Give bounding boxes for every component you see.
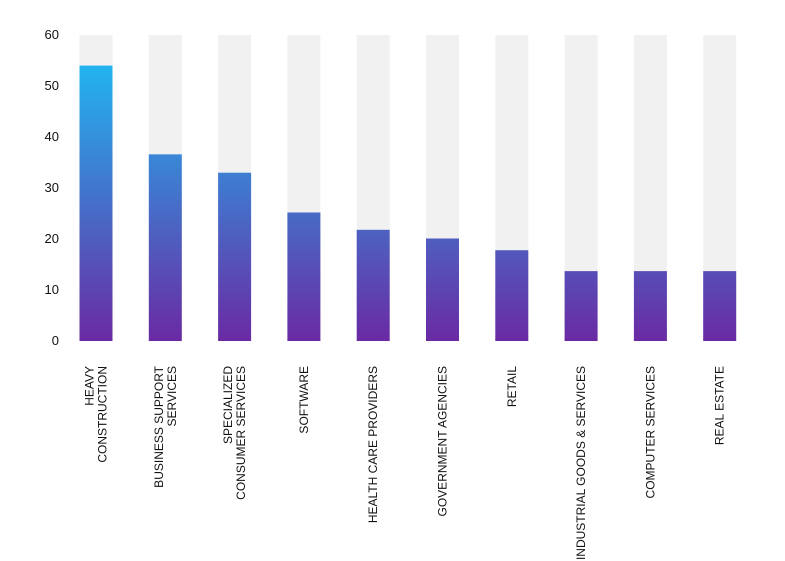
- y-tick-label: 40: [45, 129, 59, 144]
- x-category-label-line: SERVICES: [165, 366, 179, 426]
- y-tick-label: 0: [52, 333, 59, 348]
- x-category-label-line: SOFTWARE: [297, 366, 311, 434]
- bar: [79, 65, 113, 341]
- bar: [495, 250, 529, 341]
- x-category-label-line: HEAVY: [83, 366, 97, 406]
- y-tick-label: 30: [45, 180, 59, 195]
- x-category-label-line: CONSUMER SERVICES: [234, 366, 248, 500]
- x-category-label-line: SPECIALIZED: [221, 366, 235, 444]
- bar: [356, 229, 390, 341]
- x-category-label: INDUSTRIAL GOODS & SERVICES: [574, 366, 588, 560]
- x-category-label-line: REAL ESTATE: [713, 366, 727, 445]
- x-category-label: HEAVY CONSTRUCTION: [83, 366, 110, 463]
- x-category-label: GOVERNMENT AGENCIES: [436, 366, 450, 516]
- x-category-label-line: CONSTRUCTION: [96, 366, 110, 463]
- x-category-label: COMPUTER SERVICES: [643, 366, 657, 498]
- bar: [564, 271, 598, 341]
- x-category-label-line: GOVERNMENT AGENCIES: [436, 366, 450, 516]
- x-category-label-line: HEALTH CARE PROVIDERS: [366, 366, 380, 523]
- bar: [703, 271, 737, 341]
- x-category-label: SPECIALIZED CONSUMER SERVICES: [221, 366, 248, 500]
- y-tick-label: 60: [45, 27, 59, 42]
- x-category-label: REAL ESTATE: [713, 366, 727, 445]
- x-axis-labels: HEAVY CONSTRUCTION BUSINESS SUPPORT SERVICE…: [83, 365, 727, 560]
- x-category-label-line: INDUSTRIAL GOODS & SERVICES: [574, 366, 588, 560]
- y-tick-label: 10: [45, 282, 59, 297]
- bar: [633, 271, 667, 341]
- x-category-label: BUSINESS SUPPORT SERVICES: [152, 365, 179, 487]
- x-category-label-line: BUSINESS SUPPORT: [152, 365, 166, 487]
- bars-group: [79, 35, 737, 341]
- x-category-label: RETAIL: [505, 366, 519, 407]
- bar: [148, 154, 182, 341]
- x-category-label-line: RETAIL: [505, 366, 519, 407]
- x-category-label-line: COMPUTER SERVICES: [643, 366, 657, 498]
- bar: [287, 212, 321, 341]
- y-axis: 0 10 20 30 40 50 60: [45, 27, 59, 348]
- x-category-label: HEALTH CARE PROVIDERS: [366, 366, 380, 523]
- y-tick-label: 50: [45, 78, 59, 93]
- bar: [218, 172, 252, 341]
- y-tick-label: 20: [45, 231, 59, 246]
- bar: [426, 238, 459, 341]
- x-category-label: SOFTWARE: [297, 366, 311, 434]
